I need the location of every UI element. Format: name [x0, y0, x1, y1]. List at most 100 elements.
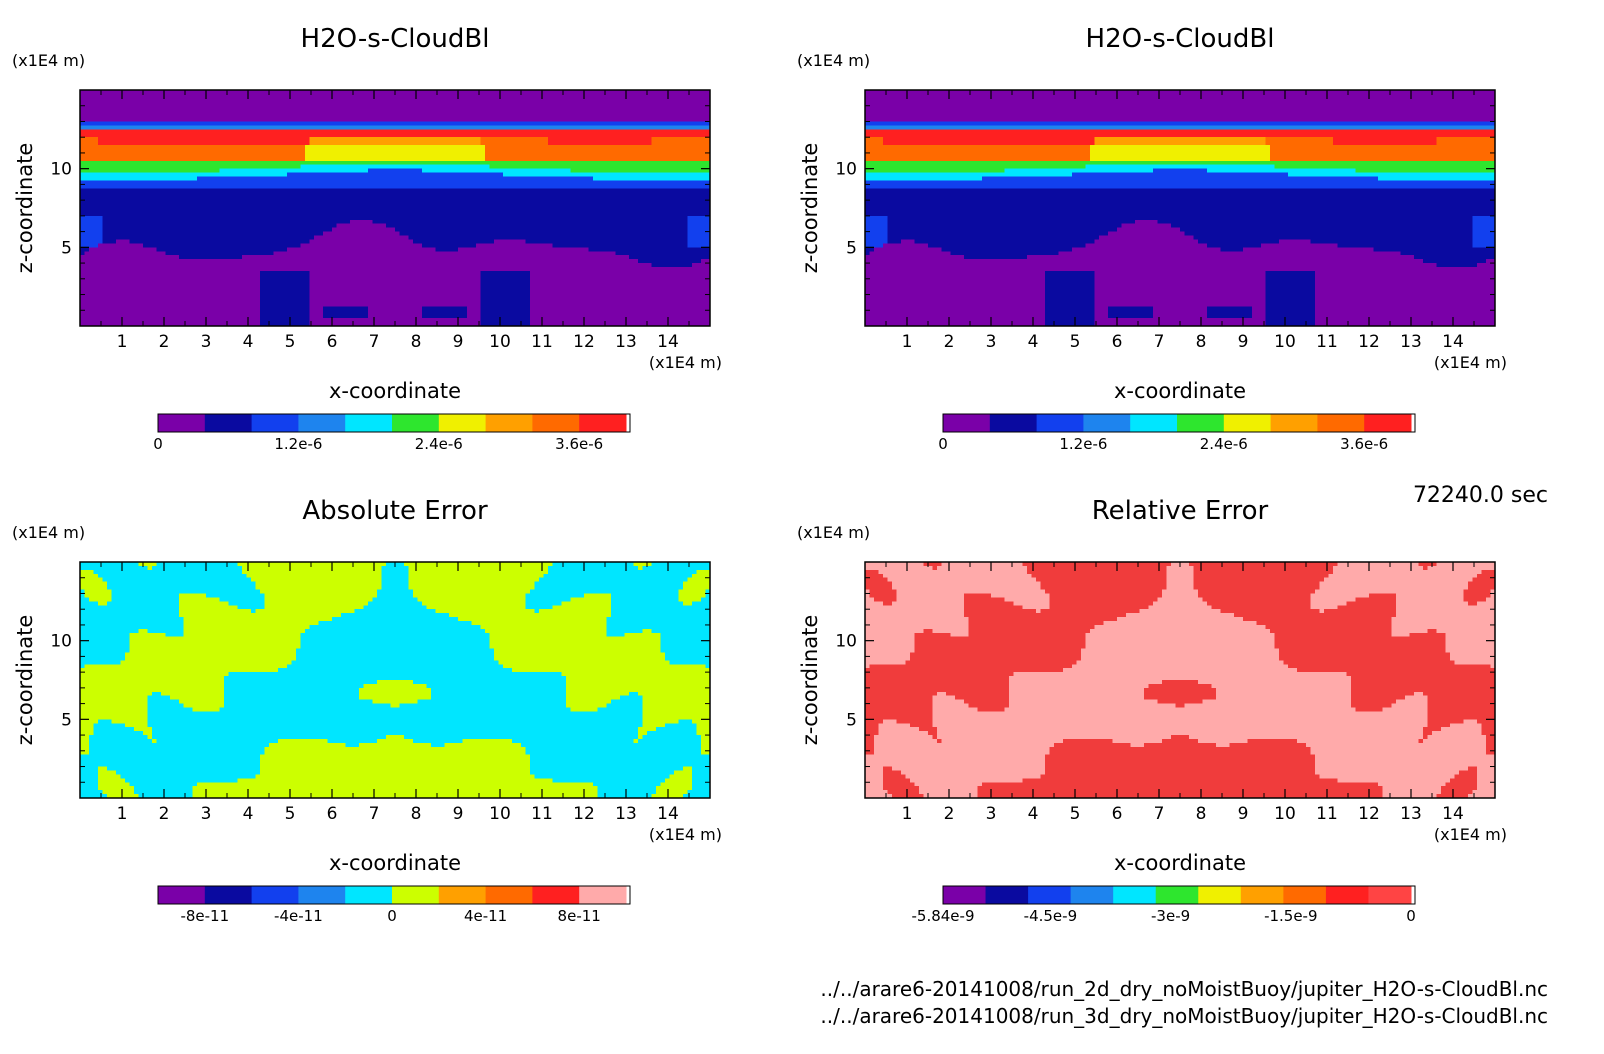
heatmap-cell — [382, 121, 387, 126]
heatmap-cell — [526, 173, 531, 178]
heatmap-cell — [625, 177, 630, 182]
heatmap-cell — [256, 173, 261, 178]
heatmap-cell — [566, 173, 571, 178]
heatmap-cell — [611, 121, 616, 126]
heatmap-cell — [260, 149, 265, 154]
heatmap-cell — [278, 184, 283, 189]
heatmap-cell — [634, 204, 639, 209]
heatmap-cell — [386, 180, 391, 185]
heatmap-cell — [215, 145, 220, 150]
heatmap-cell — [679, 106, 684, 111]
heatmap-cell — [256, 129, 261, 134]
heatmap-cell — [220, 165, 225, 170]
heatmap-cell — [535, 129, 540, 134]
heatmap-cell — [449, 129, 454, 134]
heatmap-cell — [512, 98, 517, 103]
heatmap-cell — [85, 145, 90, 150]
heatmap-cell — [224, 98, 229, 103]
heatmap-cell — [107, 133, 112, 138]
heatmap-cell — [665, 153, 670, 158]
heatmap-cell — [530, 106, 535, 111]
heatmap-cell — [395, 165, 400, 170]
heatmap-cell — [548, 110, 553, 115]
heatmap-cell — [161, 204, 166, 209]
heatmap-cell — [179, 102, 184, 107]
heatmap-cell — [670, 188, 675, 193]
heatmap-cell — [197, 188, 202, 193]
heatmap-cell — [359, 161, 364, 166]
heatmap-cell — [346, 145, 351, 150]
heatmap-cell — [170, 184, 175, 189]
heatmap-cell — [319, 204, 324, 209]
heatmap-cell — [634, 169, 639, 174]
heatmap-cell — [265, 204, 270, 209]
heatmap-cell — [611, 98, 616, 103]
heatmap-cell — [107, 98, 112, 103]
heatmap-cell — [598, 145, 603, 150]
heatmap-cell — [251, 98, 256, 103]
heatmap-cell — [598, 204, 603, 209]
heatmap-cell — [422, 133, 427, 138]
heatmap-cell — [368, 196, 373, 201]
heatmap-cell — [512, 141, 517, 146]
heatmap-cell — [485, 200, 490, 205]
heatmap-cell — [310, 173, 315, 178]
heatmap-cell — [197, 169, 202, 174]
heatmap-cell — [323, 192, 328, 197]
heatmap-cell — [625, 169, 630, 174]
heatmap-cell — [526, 192, 531, 197]
heatmap-cell — [382, 145, 387, 150]
heatmap-cell — [422, 161, 427, 166]
heatmap-cell — [323, 118, 328, 123]
heatmap-cell — [670, 114, 675, 119]
heatmap-cell — [85, 149, 90, 154]
heatmap-cell — [188, 106, 193, 111]
heatmap-cell — [179, 173, 184, 178]
heatmap-cell — [634, 125, 639, 130]
heatmap-cell — [701, 98, 706, 103]
heatmap-cell — [152, 157, 157, 162]
heatmap-cell — [179, 125, 184, 130]
heatmap-cell — [463, 173, 468, 178]
heatmap-cell — [467, 102, 472, 107]
heatmap-cell — [454, 192, 459, 197]
heatmap-cell — [674, 114, 679, 119]
heatmap-cell — [125, 145, 130, 150]
heatmap-cell — [521, 110, 526, 115]
heatmap-cell — [436, 173, 441, 178]
heatmap-cell — [607, 137, 612, 142]
heatmap-cell — [337, 173, 342, 178]
heatmap-cell — [301, 153, 306, 158]
heatmap-cell — [400, 118, 405, 123]
heatmap-cell — [629, 188, 634, 193]
heatmap-cell — [458, 153, 463, 158]
heatmap-cell — [166, 98, 171, 103]
heatmap-cell — [701, 157, 706, 162]
heatmap-cell — [395, 110, 400, 115]
heatmap-cell — [449, 110, 454, 115]
heatmap-cell — [454, 106, 459, 111]
heatmap-cell — [674, 98, 679, 103]
heatmap-cell — [166, 129, 171, 134]
heatmap-cell — [305, 98, 310, 103]
heatmap-cell — [679, 129, 684, 134]
heatmap-cell — [571, 196, 576, 201]
heatmap-cell — [463, 149, 468, 154]
heatmap-cell — [319, 192, 324, 197]
heatmap-cell — [386, 192, 391, 197]
heatmap-cell — [535, 121, 540, 126]
heatmap-cell — [427, 141, 432, 146]
heatmap-cell — [508, 180, 513, 185]
heatmap-cell — [377, 161, 382, 166]
heatmap-cell — [179, 141, 184, 146]
heatmap-cell — [175, 188, 180, 193]
heatmap-cell — [364, 102, 369, 107]
heatmap-cell — [557, 173, 562, 178]
heatmap-cell — [535, 169, 540, 174]
heatmap-cell — [530, 180, 535, 185]
heatmap-cell — [625, 114, 630, 119]
heatmap-cell — [229, 137, 234, 142]
heatmap-cell — [584, 161, 589, 166]
heatmap-cell — [278, 196, 283, 201]
heatmap-cell — [341, 125, 346, 130]
